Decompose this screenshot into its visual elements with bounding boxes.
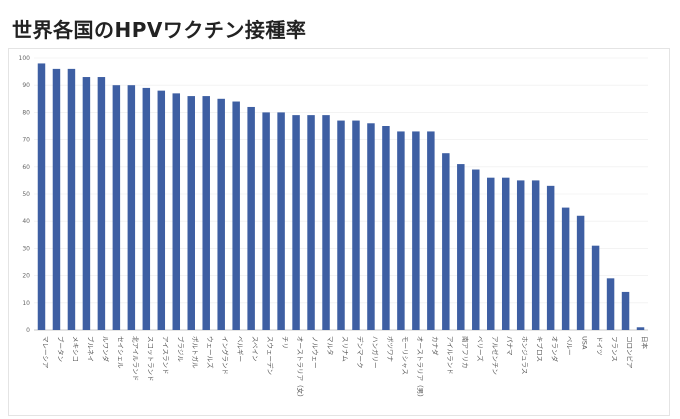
y-tick-label: 90 [22, 82, 30, 89]
x-tick-label: モーリシャス [401, 336, 409, 375]
bar [472, 169, 480, 330]
bar [52, 68, 61, 330]
bar [292, 115, 300, 331]
bar [382, 126, 390, 330]
x-tick-label: ボツワナ [386, 336, 394, 362]
bar [307, 115, 315, 331]
x-tick-label: ハンガリー [371, 336, 380, 369]
bar [591, 245, 600, 330]
page-title: 世界各国のHPVワクチン接種率 [12, 18, 307, 42]
bar [501, 177, 510, 330]
bar [427, 131, 435, 330]
y-tick-label: 60 [22, 164, 30, 171]
bar [636, 327, 645, 330]
bar [397, 131, 405, 330]
x-tick-label: 日本 [641, 336, 650, 350]
x-tick-label: ブルネイ [86, 336, 95, 362]
x-tick-label: ブータン [56, 336, 65, 362]
bar [367, 123, 375, 330]
bar [112, 85, 121, 330]
x-tick-label: キプロス [536, 336, 544, 362]
bar [37, 63, 46, 330]
x-tick-label: アルゼンチン [491, 336, 500, 375]
bar [487, 177, 495, 330]
y-tick-label: 100 [19, 55, 31, 62]
bar [337, 120, 345, 330]
bar [187, 96, 195, 330]
y-tick-label: 70 [22, 137, 30, 144]
x-tick-label: コロンビア [626, 336, 635, 369]
bar [352, 120, 360, 330]
bar [82, 77, 91, 330]
bar [277, 112, 285, 331]
x-tick-label: チリ [281, 336, 289, 349]
x-tick-label: ベリーズ [476, 336, 485, 362]
x-tick-label: ドイツ [596, 336, 604, 356]
x-tick-label: ホンジュラス [521, 336, 529, 374]
bar [127, 85, 136, 330]
x-tick-label: オーストラリア（女） [296, 336, 305, 401]
bar [97, 77, 106, 330]
x-tick-label: メキシコ [71, 336, 79, 362]
x-tick-label: ベルギー [236, 336, 244, 362]
x-tick-label: オランダ [551, 336, 560, 363]
bar [142, 87, 151, 330]
x-tick-label: オーストラリア（男） [416, 336, 424, 401]
x-tick-label: アイスランド [161, 336, 169, 374]
x-tick-label: フランス [611, 336, 619, 362]
y-tick-label: 80 [22, 109, 30, 116]
x-tick-label: スコットランド [146, 336, 154, 382]
x-tick-label: ペルー [566, 336, 574, 356]
bar [606, 278, 615, 330]
bar [67, 68, 76, 330]
x-tick-label: セイシェル [116, 336, 124, 369]
x-tick-label: ウェールズ [206, 336, 215, 369]
y-tick-label: 40 [22, 218, 30, 225]
bar [442, 153, 450, 330]
x-tick-label: スウェーデン [266, 336, 275, 375]
x-tick-label: カナダ [431, 336, 440, 356]
x-tick-label: ブラジル [176, 336, 185, 362]
x-tick-label: マルタ [326, 336, 335, 356]
bar [262, 112, 270, 331]
bar [621, 291, 630, 330]
bar [546, 185, 555, 330]
x-tick-label: USA [581, 336, 589, 350]
bar [217, 98, 225, 330]
y-tick-label: 50 [22, 191, 30, 198]
x-tick-label: アイルランド [446, 336, 454, 375]
y-tick-label: 20 [22, 273, 30, 280]
bar [322, 115, 330, 331]
bar [202, 96, 210, 330]
bar [516, 180, 525, 330]
x-tick-label: マレーシア [41, 336, 49, 369]
x-tick-label: デンマーク [356, 336, 365, 369]
x-tick-label: スリナム [341, 336, 349, 362]
y-tick-label: 0 [26, 327, 30, 334]
bar [531, 180, 540, 330]
y-tick-label: 30 [22, 245, 30, 252]
x-tick-label: ノルウェー [311, 336, 319, 369]
x-tick-label: ルワンダ [101, 336, 110, 363]
x-tick-label: 南アフリカ [461, 336, 470, 369]
bar [247, 106, 255, 331]
bar [561, 207, 570, 330]
bar [412, 131, 420, 330]
x-tick-label: イングランド [221, 336, 230, 375]
x-tick-label: 北アイルランド [131, 336, 139, 381]
bar [157, 90, 166, 330]
x-tick-label: ポルトガル [191, 336, 200, 369]
x-tick-label: スペイン [251, 336, 259, 362]
x-tick-label: パナマ [506, 336, 514, 356]
bar [172, 93, 181, 330]
y-tick-label: 10 [22, 300, 30, 307]
bar [232, 101, 240, 331]
bar [457, 164, 465, 330]
bar [576, 215, 585, 330]
